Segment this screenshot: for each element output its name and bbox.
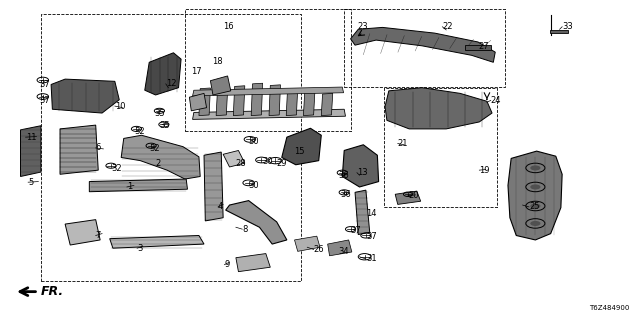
Text: 16: 16 [223,22,234,31]
Polygon shape [236,253,270,272]
Text: 22: 22 [442,22,453,31]
Text: 34: 34 [338,247,348,256]
Text: 37: 37 [40,96,51,105]
Polygon shape [465,45,491,50]
Polygon shape [216,90,228,116]
Polygon shape [109,236,204,248]
Polygon shape [199,88,211,116]
Polygon shape [226,201,287,244]
Text: 20: 20 [408,191,419,200]
Text: 9: 9 [225,260,230,269]
Polygon shape [223,150,245,167]
Polygon shape [294,236,320,252]
Polygon shape [550,30,568,33]
Polygon shape [65,220,100,245]
Polygon shape [321,93,333,116]
Text: 26: 26 [314,245,324,254]
Polygon shape [342,145,379,187]
Polygon shape [282,128,321,165]
Text: T6Z484900: T6Z484900 [589,306,629,311]
Circle shape [531,204,540,209]
Text: 12: 12 [166,79,176,88]
Text: 35: 35 [154,108,165,117]
Text: 27: 27 [478,42,489,51]
Text: 7: 7 [96,231,101,240]
Text: 15: 15 [294,147,305,156]
Text: 10: 10 [115,101,125,111]
Text: 6: 6 [96,143,101,152]
Text: 13: 13 [357,168,367,177]
Text: 29: 29 [276,159,287,168]
Text: 24: 24 [491,96,501,105]
Polygon shape [328,240,352,256]
Text: 32: 32 [134,127,145,136]
Polygon shape [303,91,315,116]
Polygon shape [121,135,200,179]
Circle shape [531,221,540,226]
Text: 14: 14 [366,209,376,218]
Polygon shape [90,179,188,192]
Text: 31: 31 [366,254,376,263]
Text: 32: 32 [111,164,122,173]
Polygon shape [20,126,41,177]
Text: 37: 37 [40,80,51,89]
Text: 37: 37 [351,226,362,235]
Text: 2: 2 [156,159,161,168]
Polygon shape [189,93,207,111]
Polygon shape [251,83,262,116]
Text: 18: 18 [212,57,222,66]
Text: 23: 23 [357,22,367,31]
Text: 5: 5 [28,178,33,187]
Polygon shape [60,125,99,174]
Text: 33: 33 [562,22,573,31]
Polygon shape [269,85,280,116]
Text: 32: 32 [149,144,160,153]
Polygon shape [508,151,562,240]
Polygon shape [395,191,420,204]
Text: FR.: FR. [41,285,64,298]
Polygon shape [211,76,231,95]
Polygon shape [193,109,346,119]
Circle shape [531,165,540,171]
Text: 36: 36 [340,190,351,199]
Polygon shape [204,152,223,221]
Text: 4: 4 [218,203,223,212]
Polygon shape [193,87,344,96]
Text: 30: 30 [262,157,273,166]
Polygon shape [286,89,298,116]
Text: 19: 19 [479,166,490,175]
Text: 28: 28 [236,159,246,168]
Circle shape [531,184,540,189]
Polygon shape [51,79,119,113]
Text: 30: 30 [248,137,259,146]
Text: 17: 17 [191,67,202,76]
Polygon shape [351,28,495,62]
Text: 1: 1 [127,182,132,191]
Text: 30: 30 [248,181,259,190]
Text: 8: 8 [243,225,248,234]
Text: 21: 21 [397,139,408,148]
Text: 11: 11 [26,133,36,142]
Text: 25: 25 [529,203,540,212]
Text: 37: 37 [366,232,376,241]
Polygon shape [234,86,245,116]
Polygon shape [145,53,181,95]
Text: 3: 3 [137,244,143,253]
Text: 36: 36 [338,171,349,180]
Text: 35: 35 [159,121,170,130]
Polygon shape [385,88,492,129]
Polygon shape [355,190,370,235]
